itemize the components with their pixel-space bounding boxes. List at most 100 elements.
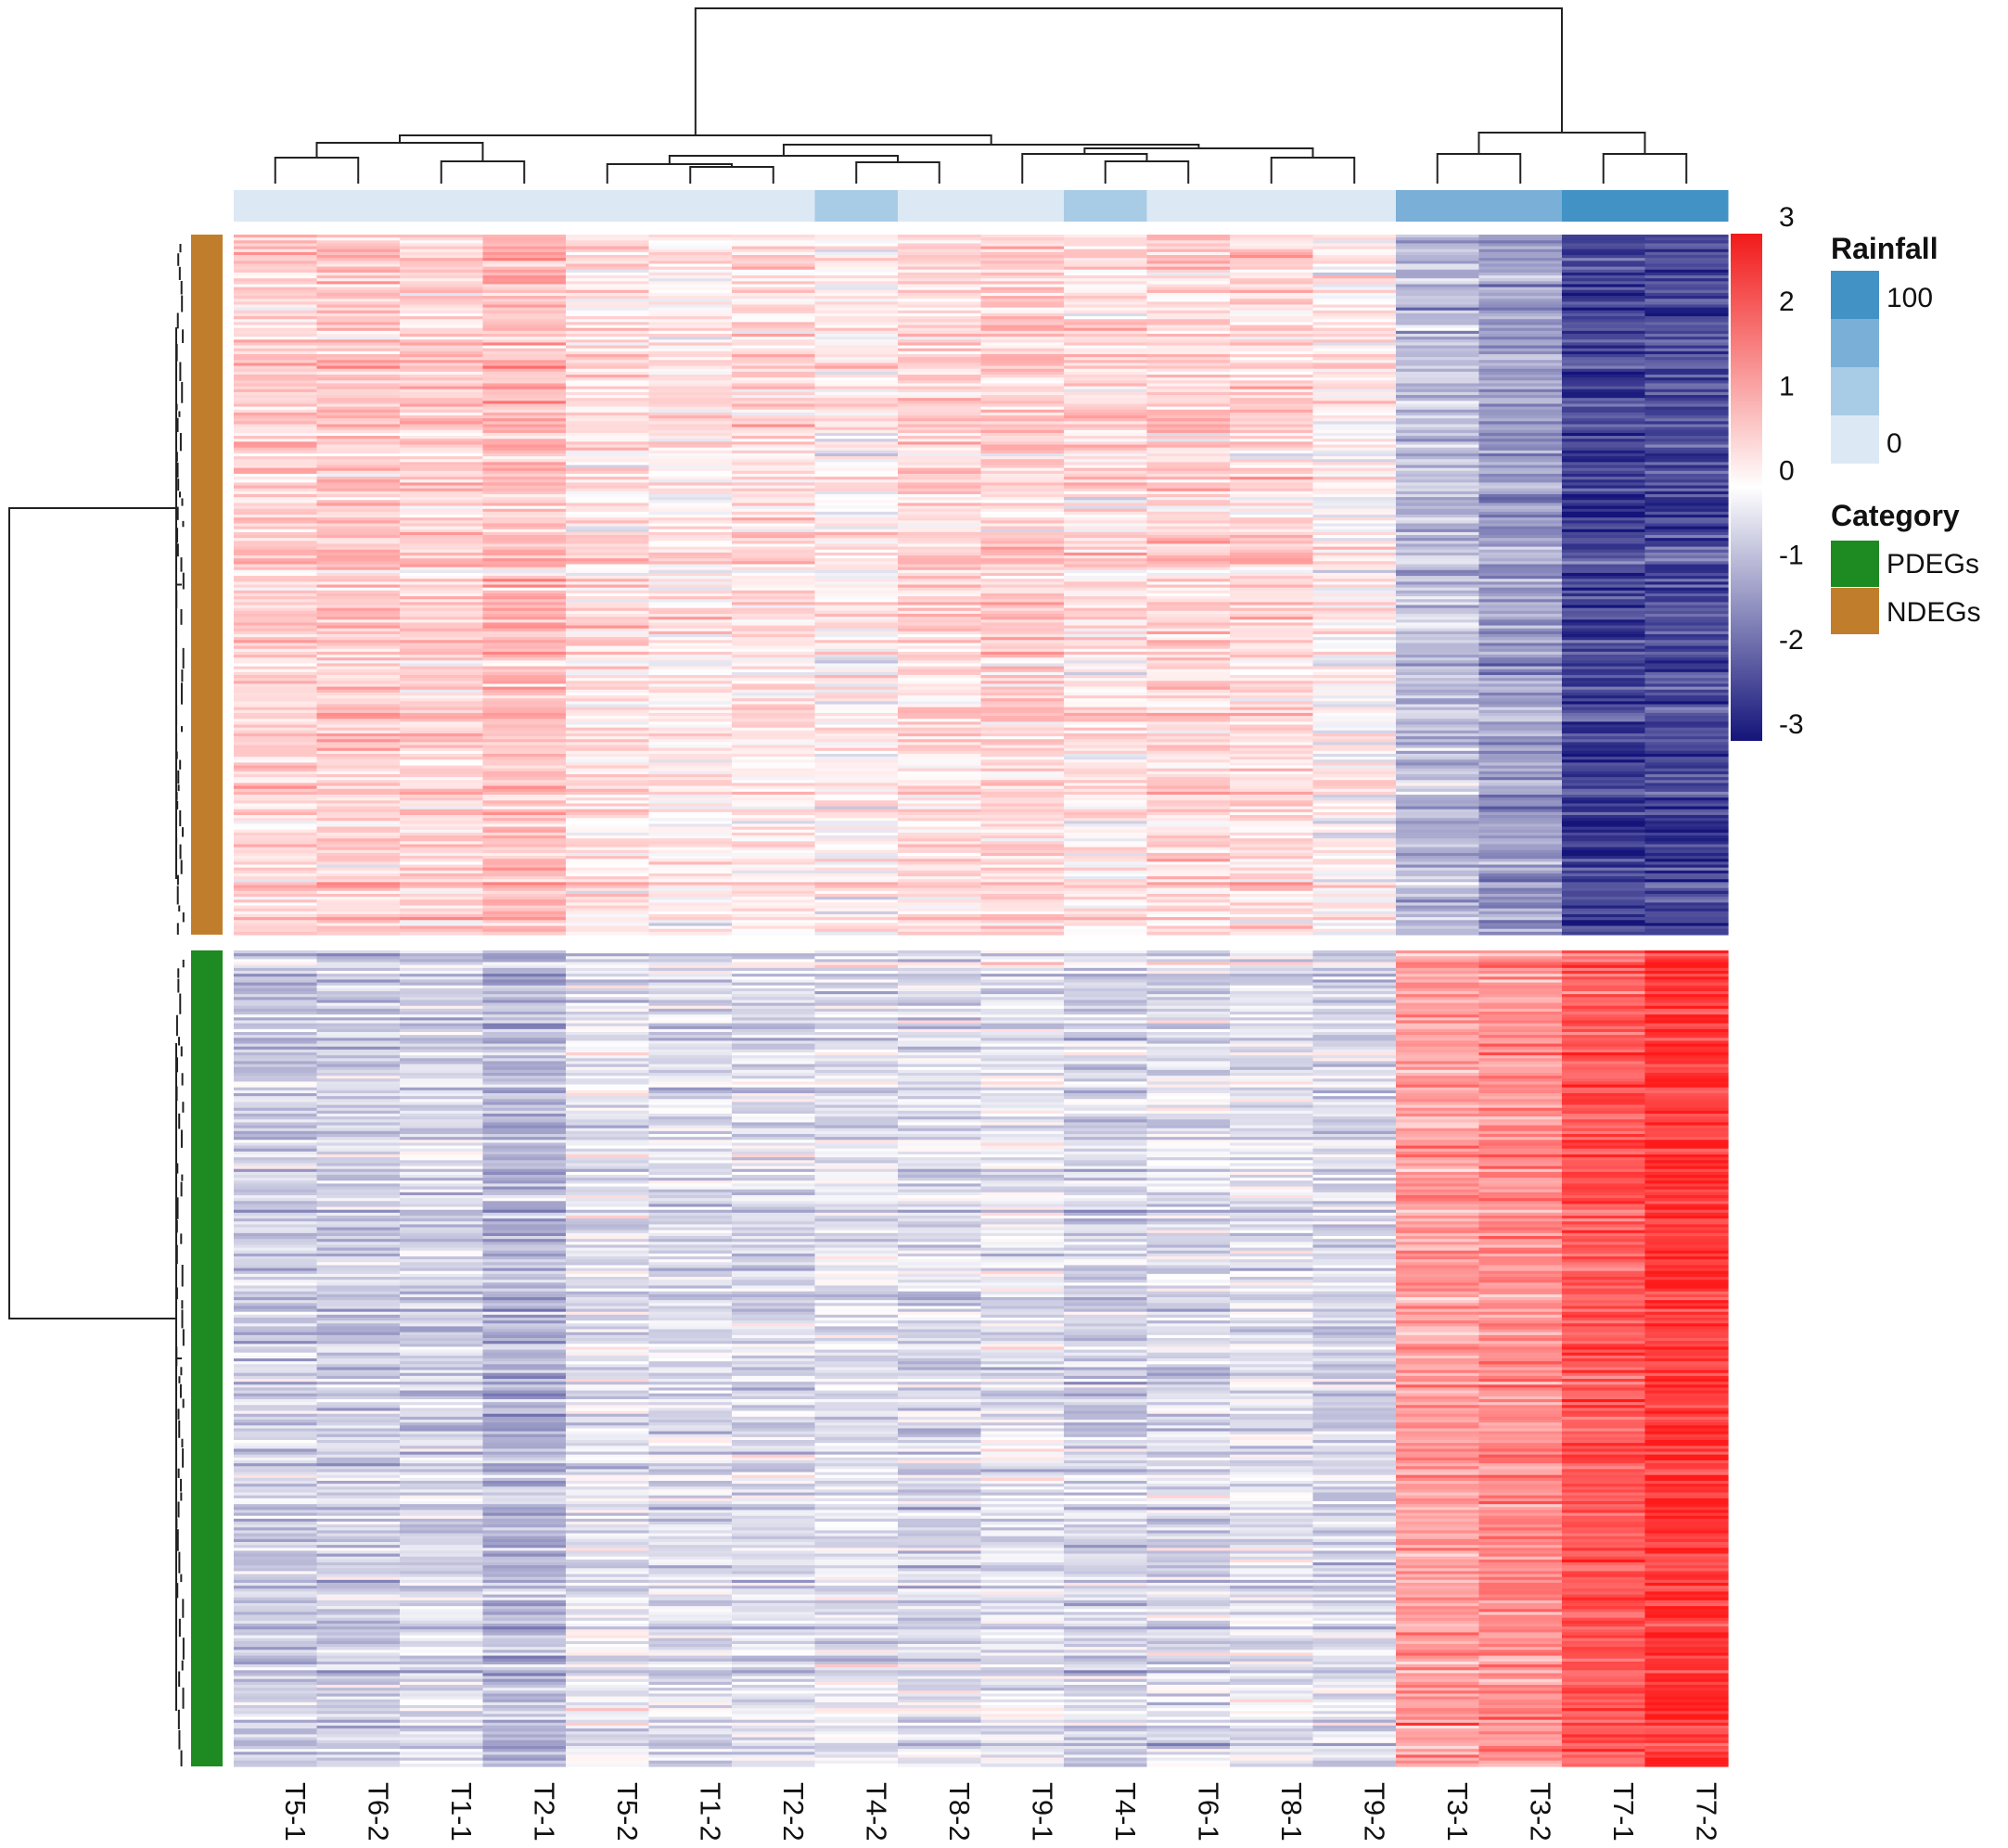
heatmap-cell: [1312, 657, 1397, 661]
heatmap-cell: [648, 849, 733, 854]
heatmap-cell: [400, 337, 484, 340]
heatmap-cell: [1562, 783, 1646, 787]
heatmap-cell: [898, 584, 982, 589]
heatmap-cell: [234, 465, 318, 469]
heatmap-cell: [1146, 823, 1231, 828]
heatmap-cell: [1644, 503, 1729, 507]
heatmap-cell: [732, 666, 816, 670]
heatmap-cell: [1396, 391, 1480, 396]
heatmap-cell: [1562, 1026, 1646, 1030]
heatmap-cell: [980, 543, 1065, 548]
heatmap-cell: [234, 788, 318, 793]
heatmap-cell: [1396, 304, 1480, 309]
heatmap-cell: [1562, 462, 1646, 466]
heatmap-cell: [1562, 962, 1646, 966]
heatmap-cell: [400, 561, 484, 566]
heatmap-cell: [1644, 520, 1729, 525]
heatmap-cell: [482, 783, 567, 787]
heatmap-cell: [400, 391, 484, 396]
heatmap-cell: [1562, 363, 1646, 367]
heatmap-cell: [1146, 736, 1231, 740]
heatmap-cell: [1644, 561, 1729, 566]
heatmap-cell: [1312, 712, 1397, 717]
heatmap-cell: [814, 707, 899, 711]
rainfall-cell: [1064, 190, 1147, 222]
heatmap-cell: [1644, 418, 1729, 422]
heatmap-cell: [1644, 1017, 1729, 1022]
heatmap-cell: [648, 319, 733, 323]
heatmap-cell: [1396, 398, 1480, 401]
heatmap-cell: [648, 959, 733, 963]
heatmap-cell: [732, 576, 816, 580]
heatmap-cell: [482, 427, 567, 431]
heatmap-cell: [1562, 976, 1646, 981]
heatmap-cell: [980, 773, 1065, 778]
heatmap-cell: [234, 707, 318, 711]
heatmap-cell: [400, 576, 484, 580]
heatmap-cell: [234, 467, 318, 472]
heatmap-cell: [566, 269, 650, 274]
heatmap-cell: [1064, 511, 1148, 516]
heatmap-cell: [1562, 515, 1646, 518]
heatmap-cell: [1064, 1023, 1148, 1027]
heatmap-cell: [1478, 564, 1563, 568]
heatmap-cell: [1644, 928, 1729, 933]
heatmap-cell: [898, 893, 982, 898]
heatmap-cell: [482, 350, 567, 355]
heatmap-cell: [1312, 1014, 1397, 1018]
heatmap-cell: [732, 844, 816, 848]
heatmap-cell: [1312, 456, 1397, 460]
heatmap-cell: [1562, 375, 1646, 378]
heatmap-cell: [1064, 1017, 1148, 1022]
heatmap-cell: [898, 953, 982, 957]
heatmap-cell: [732, 852, 816, 857]
heatmap-cell: [316, 1023, 401, 1027]
heatmap-cell: [1146, 607, 1231, 612]
heatmap-cell: [1478, 409, 1563, 414]
heatmap-cell: [482, 365, 567, 370]
heatmap-cell: [648, 456, 733, 460]
heatmap-cell: [234, 835, 318, 839]
heatmap-cell: [1230, 450, 1314, 454]
heatmap-cell: [814, 897, 899, 900]
heatmap-cell: [1644, 555, 1729, 559]
heatmap-cell: [566, 800, 650, 805]
heatmap-cell: [1312, 596, 1397, 600]
heatmap-cell: [648, 520, 733, 525]
heatmap-cell: [1478, 389, 1563, 393]
heatmap-cell: [316, 436, 401, 440]
heatmap-cell: [1230, 797, 1314, 801]
heatmap-cell: [1312, 931, 1397, 936]
heatmap-cell: [814, 982, 899, 987]
heatmap-cell: [482, 316, 567, 320]
heatmap-cell: [566, 689, 650, 694]
heatmap-cell: [566, 1032, 650, 1036]
heatmap-cell: [732, 730, 816, 734]
heatmap-cell: [1064, 386, 1148, 390]
heatmap-cell: [980, 470, 1065, 475]
heatmap-cell: [1230, 809, 1314, 813]
heatmap-cell: [898, 488, 982, 492]
heatmap-cell: [1146, 401, 1231, 405]
heatmap-cell: [566, 1000, 650, 1004]
heatmap-cell: [316, 456, 401, 460]
heatmap-cell: [1064, 719, 1148, 722]
heatmap-cell: [648, 1026, 733, 1030]
heatmap-cell: [1312, 500, 1397, 504]
heatmap-cell: [648, 683, 733, 688]
heatmap-cell: [980, 663, 1065, 668]
heatmap-cell: [980, 628, 1065, 632]
heatmap-cell: [814, 692, 899, 696]
heatmap-cell: [1478, 1020, 1563, 1025]
heatmap-cell: [648, 593, 733, 597]
heatmap-cell: [648, 832, 733, 836]
heatmap-cell: [980, 564, 1065, 568]
heatmap-cell: [1562, 255, 1646, 259]
heatmap-cell: [400, 503, 484, 507]
heatmap-cell: [1478, 920, 1563, 924]
heatmap-cell: [400, 569, 484, 574]
heatmap-cell: [316, 747, 401, 752]
heatmap-cell: [1396, 579, 1480, 582]
heatmap-cell: [482, 307, 567, 312]
heatmap-cell: [1312, 838, 1397, 842]
